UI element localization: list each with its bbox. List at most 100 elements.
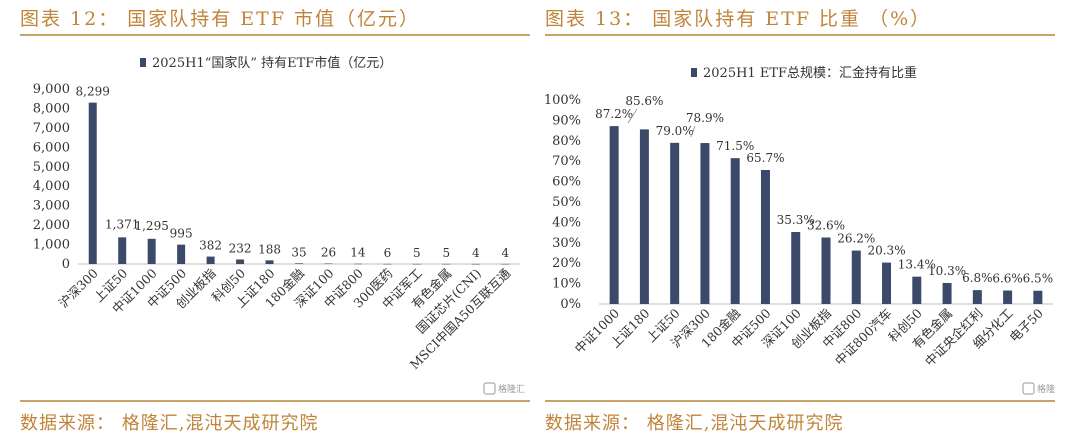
- right-category-label: 电子50: [1006, 305, 1046, 345]
- right-leader-line: [690, 125, 696, 138]
- right-bar: [942, 282, 952, 304]
- right-bar: [730, 158, 740, 304]
- right-data-label: 79.0%: [656, 124, 694, 138]
- right-ytick-label: 80%: [552, 134, 581, 149]
- left-bar: [353, 263, 362, 265]
- left-data-label: 5: [413, 246, 421, 260]
- right-bar: [851, 250, 861, 304]
- left-ytick-label: 5,000: [33, 160, 70, 175]
- right-ytick-label: 50%: [552, 195, 581, 210]
- right-ytick-label: 20%: [552, 256, 581, 271]
- left-bar: [177, 244, 186, 264]
- left-ytick-label: 4,000: [33, 179, 70, 194]
- right-ytick-label: 90%: [552, 113, 581, 128]
- left-data-label: 4: [472, 246, 480, 260]
- right-legend-label: 2025H1 ETF总规模：汇金持有比重: [703, 65, 917, 81]
- left-legend-swatch: [140, 58, 146, 67]
- left-data-label: 232: [229, 241, 252, 255]
- left-data-label: 4: [501, 246, 509, 260]
- right-bar: [1003, 290, 1013, 304]
- left-ytick-label: 9,000: [33, 82, 70, 97]
- right-ytick-label: 100%: [545, 93, 581, 108]
- right-data-label: 65.7%: [746, 151, 784, 165]
- right-data-label: 85.6%: [625, 94, 663, 108]
- left-watermark-text: 格隆汇: [498, 383, 525, 395]
- left-bar: [324, 263, 333, 264]
- left-data-label: 1,371: [105, 217, 139, 231]
- left-data-label: 26: [321, 245, 336, 259]
- etf-market-value-chart: 2025H1“国家队” 持有ETF市值（亿元） 0 1,000 2,000 3,000 4…: [33, 55, 525, 395]
- right-data-label: 10.3%: [928, 264, 966, 278]
- left-bar: [383, 263, 392, 265]
- left-bar: [147, 238, 156, 264]
- right-legend: 2025H1 ETF总规模：汇金持有比重: [691, 65, 917, 81]
- right-watermark-text: 格隆汇: [1037, 383, 1055, 395]
- left-category-label: 沪深300: [56, 265, 101, 310]
- left-watermark-icon: [483, 382, 496, 395]
- right-data-label: 20.3%: [867, 244, 905, 258]
- left-data-label: 14: [350, 246, 366, 260]
- right-bar: [609, 126, 619, 304]
- right-bar: [791, 231, 801, 304]
- left-watermark: 格隆汇: [483, 382, 525, 395]
- right-data-label: 71.5%: [716, 139, 754, 153]
- left-bar: [265, 260, 274, 264]
- left-ytick-label: 0: [62, 257, 70, 272]
- right-bar: [912, 276, 922, 304]
- right-ytick-label: 40%: [552, 215, 581, 230]
- right-bar: [639, 129, 649, 304]
- left-data-label: 6: [384, 246, 392, 260]
- left-ytick-label: 1,000: [33, 238, 70, 253]
- right-bar: [882, 262, 892, 304]
- right-leader-line: [627, 108, 638, 124]
- right-bar: [972, 290, 982, 304]
- left-data-label: 8,299: [76, 85, 110, 99]
- left-data-label: 5: [443, 246, 451, 260]
- right-bar: [1033, 290, 1043, 304]
- right-ytick-label: 60%: [552, 175, 581, 190]
- left-data-label: 382: [199, 239, 222, 253]
- left-ytick-label: 3,000: [33, 199, 70, 214]
- right-bar: [670, 142, 680, 304]
- etf-holding-ratio-chart: 2025H1 ETF总规模：汇金持有比重 0% 10% 20% 30% 40% 50% 60%…: [545, 65, 1055, 395]
- left-ytick-label: 2,000: [33, 218, 70, 233]
- right-ytick-label: 30%: [552, 236, 581, 251]
- left-bar: [118, 237, 127, 264]
- left-bar: [501, 263, 510, 265]
- left-legend: 2025H1“国家队” 持有ETF市值（亿元）: [140, 55, 392, 71]
- left-bar: [412, 263, 421, 265]
- left-data-label: 188: [258, 242, 281, 256]
- left-bar: [471, 263, 480, 265]
- right-data-label: 6.5%: [1023, 272, 1054, 286]
- right-data-label: 78.9%: [686, 111, 724, 125]
- right-data-label: 26.2%: [837, 232, 875, 246]
- right-figure-title: 图表 13： 国家队持有 ETF 比重 （%）: [545, 8, 932, 30]
- left-ytick-label: 8,000: [33, 101, 70, 116]
- right-data-label: 32.6%: [807, 218, 845, 232]
- left-bar: [295, 263, 303, 264]
- left-legend-label: 2025H1“国家队” 持有ETF市值（亿元）: [152, 55, 392, 71]
- right-data-label: 87.2%: [595, 107, 633, 121]
- right-ytick-label: 70%: [552, 154, 581, 169]
- right-data-label: 13.4%: [898, 258, 936, 272]
- left-bar: [206, 256, 215, 264]
- right-source-note: 数据来源： 格隆汇,混沌天成研究院: [545, 413, 844, 434]
- right-data-label: 35.3%: [777, 213, 815, 227]
- right-title-rule: [545, 34, 1055, 36]
- right-legend-swatch: [691, 68, 697, 77]
- left-figure-panel: 图表 12： 国家队持有 ETF 市值（亿元） 2025H1“国家队” 持有ET…: [20, 0, 540, 442]
- right-bar: [760, 169, 770, 304]
- right-watermark: 格隆汇: [1022, 382, 1055, 395]
- right-source-rule: [545, 400, 1055, 402]
- left-ytick-label: 6,000: [33, 140, 70, 155]
- left-data-label: 1,295: [134, 219, 168, 233]
- left-bar: [442, 263, 451, 265]
- left-source-note: 数据来源： 格隆汇,混沌天成研究院: [20, 413, 319, 434]
- left-data-label: 35: [291, 245, 306, 259]
- left-ytick-label: 7,000: [33, 121, 70, 136]
- right-data-label: 6.8%: [962, 271, 993, 285]
- right-bar: [700, 143, 710, 304]
- left-data-label: 995: [170, 227, 193, 241]
- right-watermark-icon: [1022, 382, 1035, 395]
- left-figure-title: 图表 12： 国家队持有 ETF 市值（亿元）: [20, 8, 421, 30]
